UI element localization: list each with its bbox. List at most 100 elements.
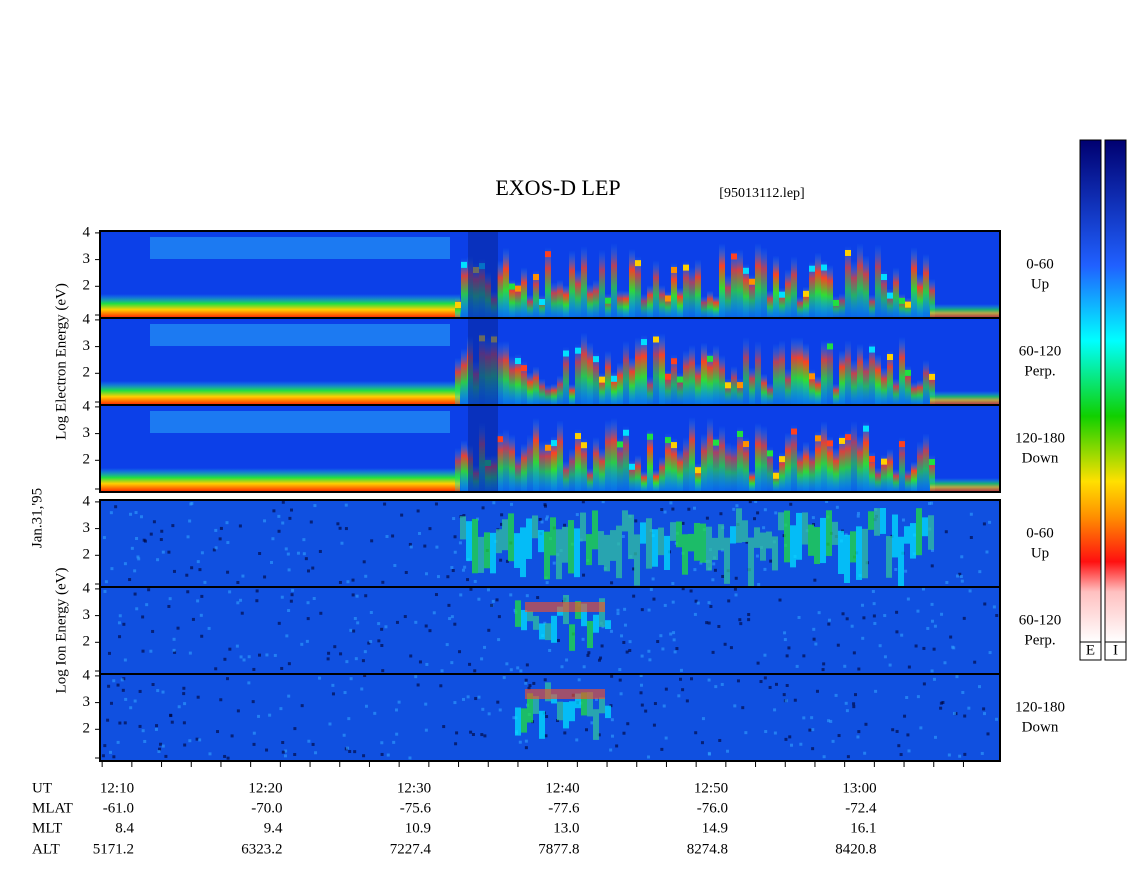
noise: [961, 690, 965, 694]
hot-spot: [791, 428, 797, 435]
noise: [536, 596, 540, 600]
noise: [167, 604, 171, 608]
burst: [923, 253, 929, 318]
ion-burst: [521, 609, 527, 631]
hot-spot: [809, 373, 815, 380]
noise: [156, 558, 160, 562]
noise: [505, 559, 509, 563]
noise: [524, 739, 528, 743]
ion-burst: [742, 520, 748, 543]
noise: [628, 640, 632, 644]
noise: [239, 598, 243, 602]
noise: [185, 573, 189, 577]
noise: [671, 507, 675, 511]
noise: [741, 706, 745, 710]
pitch-angle: 0-60: [1026, 525, 1054, 541]
noise: [754, 500, 758, 504]
burst: [869, 294, 875, 318]
y-tick-label: 3: [83, 694, 91, 710]
noise: [556, 638, 560, 642]
noise: [707, 751, 711, 755]
orbit-value: -75.6: [400, 800, 432, 816]
noise: [403, 615, 407, 619]
noise: [689, 677, 693, 681]
ion-burst: [862, 528, 868, 579]
noise: [395, 620, 399, 624]
noise: [172, 569, 176, 573]
burst: [623, 290, 629, 318]
noise: [280, 666, 284, 670]
noise: [283, 754, 287, 758]
noise: [136, 555, 140, 559]
noise: [122, 677, 126, 681]
noise: [679, 677, 683, 681]
ion-burst: [706, 526, 712, 571]
colorbar: [1104, 139, 1127, 643]
noise: [123, 562, 127, 566]
noise: [669, 501, 673, 505]
noise: [647, 608, 651, 612]
ion-burst: [796, 512, 802, 560]
noise: [685, 699, 689, 703]
noise: [490, 603, 494, 607]
low-energy-band: [100, 294, 460, 318]
noise: [176, 626, 180, 630]
noise: [196, 560, 200, 564]
ion-burst: [856, 526, 862, 580]
ion-core: [525, 689, 605, 699]
noise: [648, 658, 652, 662]
burst: [671, 354, 677, 405]
direction: Down: [1022, 719, 1059, 735]
burst: [581, 438, 587, 492]
noise: [663, 510, 667, 514]
noise: [454, 742, 458, 746]
burst: [539, 378, 545, 405]
burst: [833, 295, 839, 318]
noise: [653, 702, 657, 706]
noise: [545, 715, 549, 719]
noise: [813, 578, 817, 582]
noise: [509, 593, 513, 597]
y-tick-label: 3: [83, 607, 91, 623]
noise: [825, 500, 829, 504]
burst: [785, 368, 791, 405]
burst: [737, 378, 743, 405]
ion-burst: [616, 525, 622, 579]
burst: [599, 372, 605, 405]
noise: [114, 505, 118, 509]
noise: [239, 655, 243, 659]
ion-core: [525, 602, 605, 612]
noise: [122, 622, 126, 626]
noise: [123, 721, 127, 725]
noise: [914, 644, 918, 648]
noise: [986, 732, 990, 736]
noise: [556, 719, 560, 723]
noise: [982, 522, 986, 526]
noise: [782, 693, 786, 697]
noise: [802, 716, 806, 720]
noise: [874, 689, 878, 693]
dark-gap: [468, 405, 498, 492]
noise: [795, 664, 799, 668]
burst: [803, 343, 809, 405]
ion-burst: [676, 521, 682, 548]
noise: [159, 538, 163, 542]
burst: [803, 286, 809, 318]
burst: [791, 424, 797, 492]
hot-spot: [671, 358, 677, 365]
noise: [463, 565, 467, 569]
burst: [779, 340, 785, 405]
burst: [755, 341, 761, 405]
burst: [461, 348, 467, 405]
noise: [462, 514, 466, 518]
noise: [841, 612, 845, 616]
ion-burst: [496, 529, 502, 554]
noise: [471, 733, 475, 737]
y-tick-label: 2: [83, 365, 91, 381]
hot-spot: [773, 472, 779, 479]
low-energy-band: [100, 381, 460, 405]
noise: [736, 679, 740, 683]
noise: [651, 577, 655, 581]
noise: [296, 551, 300, 555]
ion-burst: [604, 534, 610, 572]
